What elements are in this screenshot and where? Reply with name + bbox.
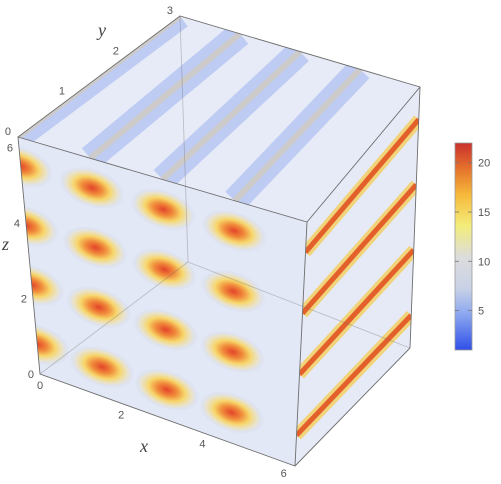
colorbar-tick-label: 15 — [478, 207, 490, 219]
peak-blob — [200, 270, 267, 313]
top-stripe-core — [160, 49, 303, 182]
colorbar-ticks: 5 10 15 20 — [455, 158, 490, 318]
colorbar-tick-label: 10 — [478, 256, 490, 268]
colorbar — [454, 142, 473, 351]
x-tick-label: 2 — [118, 409, 124, 421]
axis-ticks: 0 2 4 6 0 2 4 6 0 1 2 3 — [5, 5, 287, 480]
peak-blob — [66, 286, 132, 329]
z-tick-label: 4 — [14, 218, 20, 230]
side-stripe — [303, 117, 420, 254]
y-tick-label: 0 — [5, 126, 11, 138]
peak-blob — [199, 391, 265, 434]
x-tick-label: 4 — [199, 439, 205, 451]
y-tick-label: 2 — [113, 45, 119, 57]
z-tick-label: 0 — [28, 369, 34, 381]
peak-blob — [130, 188, 196, 231]
colorbar-tick-label: 5 — [478, 306, 484, 318]
peak-blob — [132, 308, 199, 351]
top-stripe-core — [232, 67, 363, 203]
x-tick-label: 0 — [37, 380, 43, 392]
peak-blob — [62, 226, 128, 269]
y-axis-label: y — [96, 20, 106, 40]
y-tick-label: 1 — [59, 86, 65, 98]
peak-blob — [134, 368, 200, 412]
peak-blob — [199, 330, 266, 374]
y-tick-label: 3 — [167, 5, 173, 17]
side-stripe — [295, 313, 414, 438]
x-tick-label: 6 — [281, 468, 287, 480]
z-axis-label: z — [1, 234, 9, 254]
peak-blob — [69, 345, 135, 389]
side-face — [295, 87, 420, 466]
z-tick-label: 2 — [21, 294, 27, 306]
side-stripe — [300, 183, 419, 315]
top-stripe-core — [88, 31, 242, 161]
colorbar-tick-label: 20 — [478, 158, 490, 170]
side-face-stripes — [295, 115, 420, 440]
box-frame — [17, 15, 421, 467]
side-stripe — [297, 248, 416, 376]
z-tick-label: 6 — [7, 143, 13, 155]
peak-blob — [131, 248, 197, 291]
x-axis-label: x — [139, 436, 148, 456]
peak-blob — [201, 209, 267, 253]
peak-blob — [59, 166, 125, 210]
